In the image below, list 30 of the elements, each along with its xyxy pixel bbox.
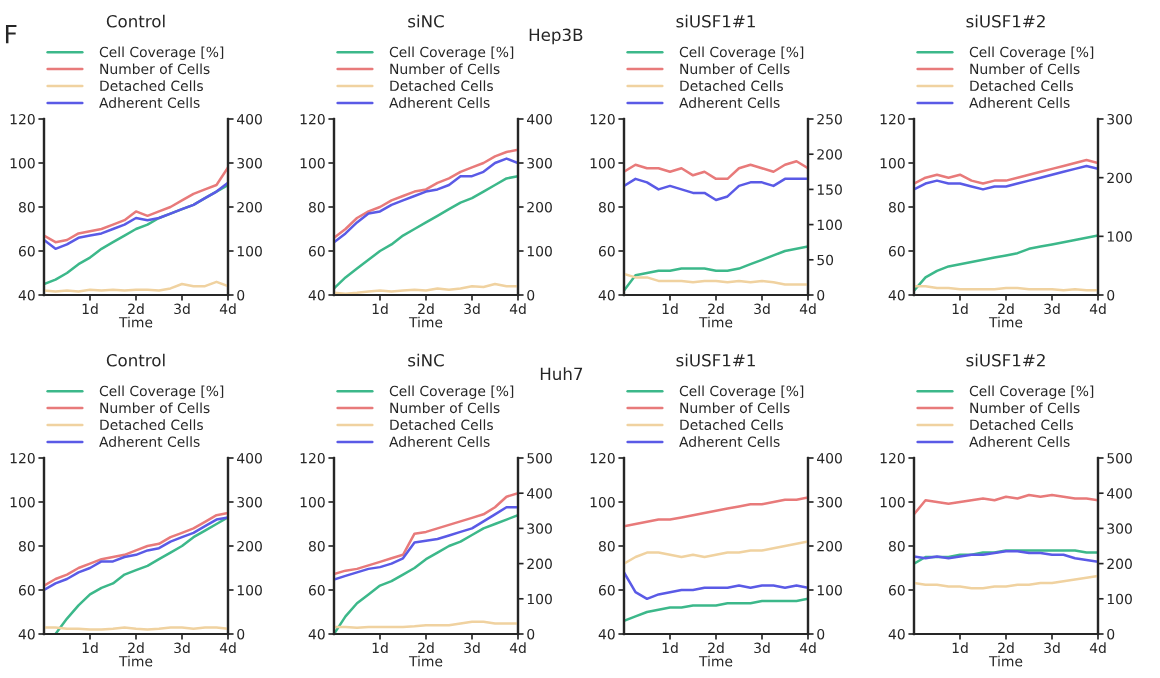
line-series <box>624 571 808 601</box>
line-series <box>914 234 1098 292</box>
line-series <box>914 164 1098 191</box>
line-series <box>624 177 808 202</box>
line-series <box>44 181 228 251</box>
chart-title: Control <box>106 353 165 367</box>
chart-title: siUSF1#1 <box>676 353 755 367</box>
line-series <box>334 174 518 290</box>
chart-title: siNC <box>408 353 444 367</box>
line-series <box>624 159 808 181</box>
line-series <box>54 516 228 634</box>
line-series <box>914 158 1098 185</box>
line-series <box>334 513 518 634</box>
line-series <box>914 574 1098 590</box>
line-series <box>334 506 518 581</box>
line-series <box>334 491 518 576</box>
chart-title: siUSF1#1 <box>676 14 755 28</box>
text: Huh7 <box>540 367 583 381</box>
line-series <box>624 597 808 623</box>
text: Hep3B <box>529 28 583 45</box>
text: F <box>5 24 17 44</box>
line-series <box>44 166 228 244</box>
chart-title: siUSF1#2 <box>966 353 1045 367</box>
line-series <box>624 245 808 292</box>
line-series <box>624 496 808 528</box>
line-series <box>624 540 808 565</box>
chart-title: siUSF1#2 <box>966 14 1045 28</box>
line-series <box>914 493 1098 516</box>
chart-title: Control <box>106 14 165 28</box>
chart-title: siNC <box>408 14 444 28</box>
